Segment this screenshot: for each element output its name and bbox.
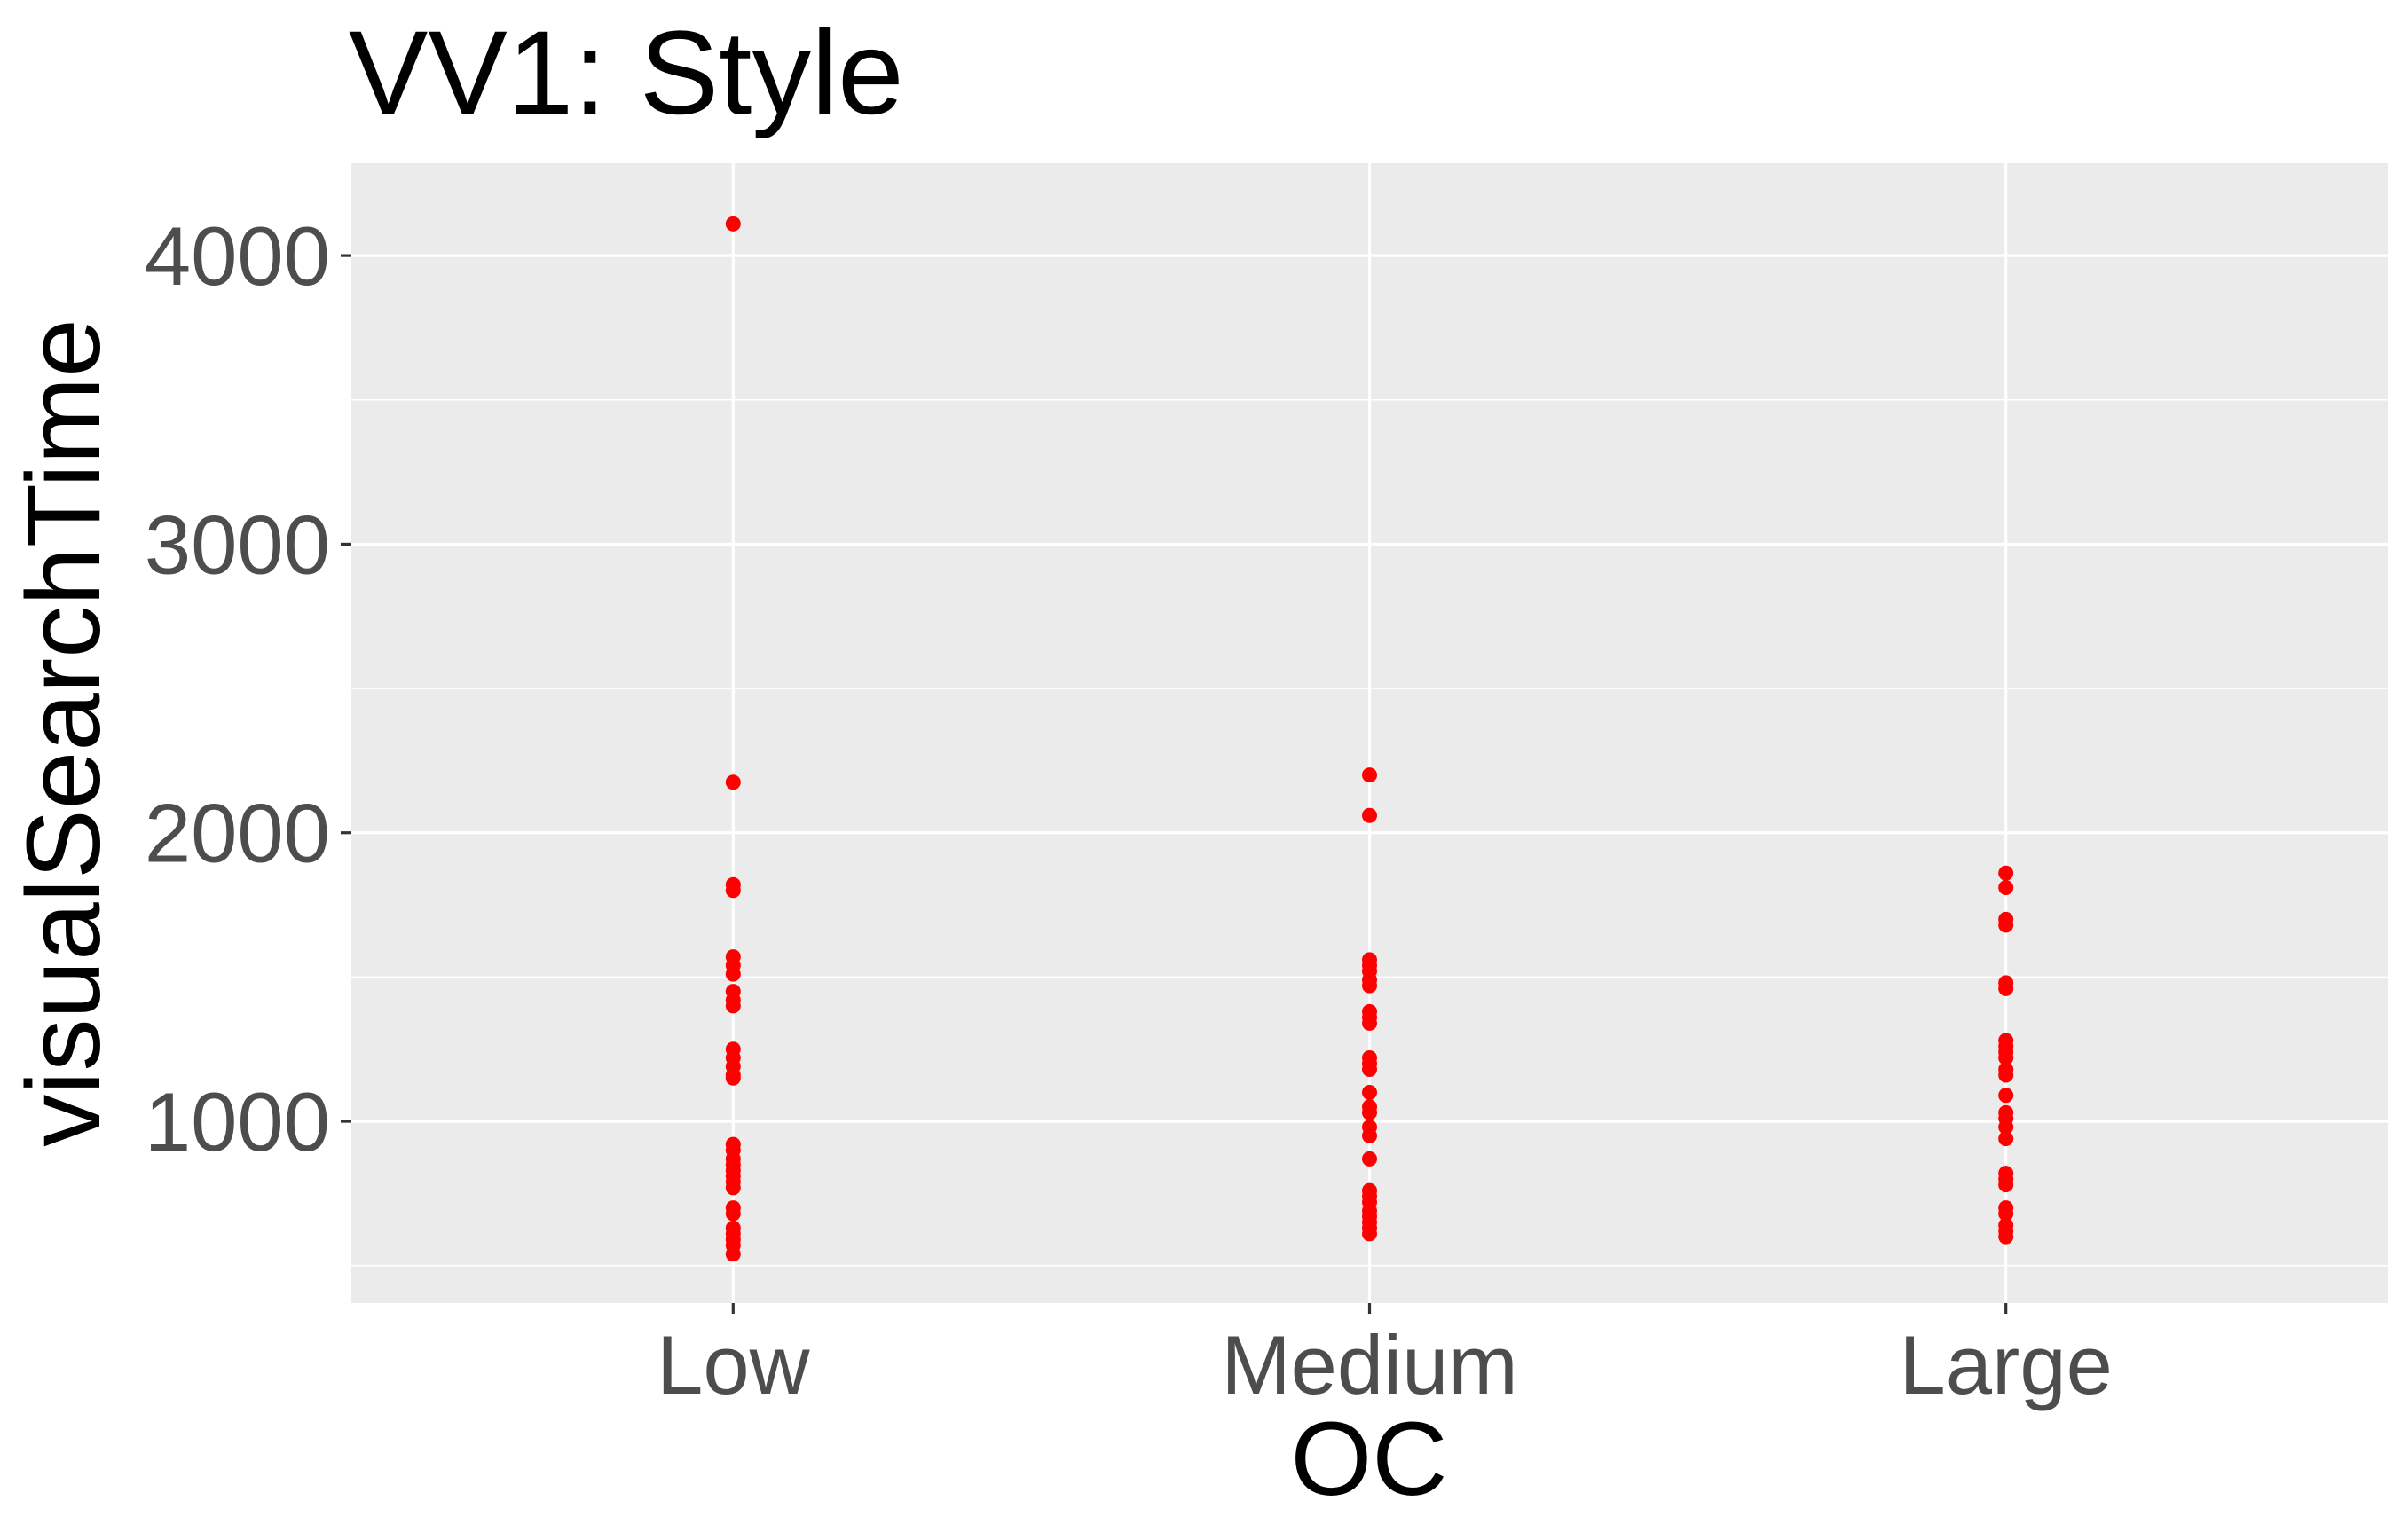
data-point-large [1998, 1088, 2014, 1104]
data-point-large [1998, 865, 2014, 881]
data-point-medium [1362, 978, 1377, 994]
x-tick-label-medium: Medium [1221, 1318, 1517, 1411]
data-point-large [1998, 1131, 2014, 1147]
x-tick-label-low: Low [657, 1318, 811, 1411]
tick-labels: 1000 2000 3000 4000 Low Medium Large [145, 209, 2113, 1411]
data-point-large [1998, 880, 2014, 896]
y-tick-label: 4000 [145, 209, 330, 302]
y-axis-title: visualSearchTime [5, 318, 122, 1146]
x-axis-title: OC [1291, 1401, 1448, 1518]
y-tick-label: 1000 [145, 1075, 330, 1168]
data-point-large [1998, 980, 2014, 996]
data-point-large [1998, 917, 2014, 933]
data-point-medium [1362, 1128, 1377, 1143]
data-point-low [725, 216, 741, 232]
y-tick-label: 3000 [145, 498, 330, 591]
data-point-large [1998, 1177, 2014, 1193]
data-point-medium [1362, 1015, 1377, 1031]
data-point-low [725, 774, 741, 790]
data-point-medium [1362, 807, 1377, 823]
data-point-large [1998, 1067, 2014, 1083]
data-point-medium [1362, 1226, 1377, 1242]
data-point-medium [1362, 1061, 1377, 1077]
data-point-large [1998, 1229, 2014, 1245]
data-point-low [725, 966, 741, 982]
data-point-low [725, 1246, 741, 1262]
data-point-large [1998, 1120, 2014, 1135]
data-point-low [725, 998, 741, 1014]
data-point-low [725, 1070, 741, 1086]
chart-title: VV1: Style [349, 7, 904, 139]
gridlines [351, 163, 2388, 1303]
data-point-low [725, 1206, 741, 1222]
data-point-large [1998, 1049, 2014, 1065]
data-point-large [1998, 1206, 2014, 1222]
data-point-medium [1362, 1085, 1377, 1101]
data-point-medium [1362, 1151, 1377, 1167]
data-point-low [725, 1180, 741, 1196]
data-point-medium [1362, 767, 1377, 783]
y-tick-label: 2000 [145, 787, 330, 880]
data-point-medium [1362, 1104, 1377, 1120]
x-tick-label-large: Large [1899, 1318, 2112, 1411]
data-point-low [725, 883, 741, 899]
data-points [725, 216, 2014, 1262]
